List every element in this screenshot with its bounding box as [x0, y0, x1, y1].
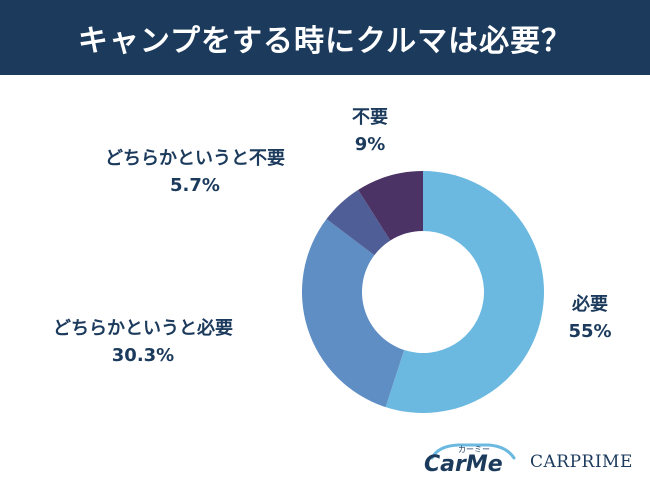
car-outline-icon: [430, 443, 516, 460]
slice-label-value: 55%: [568, 321, 612, 342]
carme-logo: カーミー CarMe: [420, 440, 520, 480]
donut-slice-1: [301, 219, 405, 408]
slice-label-fuyou: 不要 9%: [330, 104, 410, 158]
slice-label-hitsuyou: 必要 55%: [555, 291, 625, 345]
donut-slice-2: [326, 189, 391, 256]
slice-label-name: どちらかというと不要: [105, 148, 285, 169]
slice-label-value: 9%: [354, 134, 386, 155]
carme-kana: カーミー: [458, 445, 490, 454]
slice-label-dochira-hitsuyou: どちらかというと必要 30.3%: [18, 315, 268, 369]
donut-slice-0: [385, 171, 544, 413]
donut-slice-3: [358, 171, 423, 241]
carme-wordmark: CarMe: [424, 452, 503, 477]
slice-label-dochira-fuyou: どちらかというと不要 5.7%: [70, 145, 320, 199]
slice-label-name: どちらかというと必要: [53, 318, 233, 339]
donut-chart: [301, 171, 544, 413]
slice-label-value: 30.3%: [111, 345, 175, 366]
slice-label-name: 不要: [352, 107, 388, 128]
header-banner: キャンプをする時にクルマは必要？: [0, 0, 650, 75]
slice-label-value: 5.7%: [170, 175, 220, 196]
slice-label-name: 必要: [572, 294, 608, 315]
carprime-logo: CARPRIME: [530, 452, 633, 472]
logo-area: カーミー CarMe CARPRIME: [420, 440, 640, 480]
chart-title: キャンプをする時にクルマは必要？: [77, 23, 573, 59]
